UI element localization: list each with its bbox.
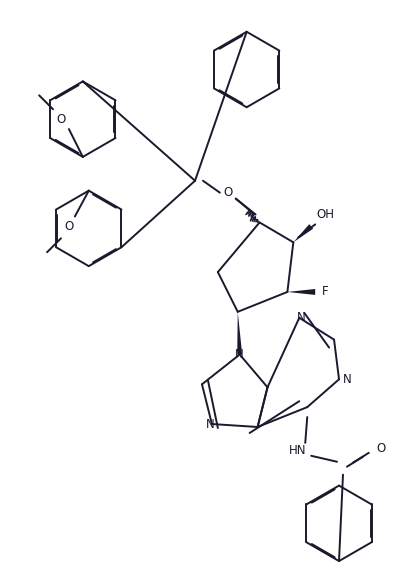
Text: N: N bbox=[205, 418, 214, 431]
Polygon shape bbox=[287, 289, 315, 295]
Text: O: O bbox=[223, 186, 232, 199]
Polygon shape bbox=[293, 224, 313, 242]
Text: O: O bbox=[376, 442, 385, 455]
Text: O: O bbox=[57, 113, 66, 126]
Text: OH: OH bbox=[316, 208, 334, 221]
Text: N: N bbox=[235, 348, 244, 361]
Text: O: O bbox=[64, 220, 74, 233]
Text: HN: HN bbox=[289, 444, 306, 457]
Polygon shape bbox=[237, 312, 242, 354]
Text: N: N bbox=[343, 373, 351, 386]
Text: N: N bbox=[297, 311, 306, 324]
Text: F: F bbox=[322, 286, 328, 299]
